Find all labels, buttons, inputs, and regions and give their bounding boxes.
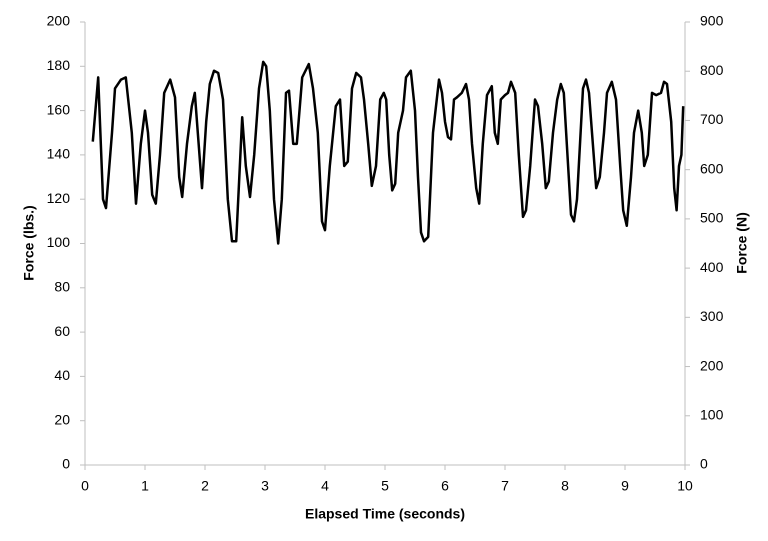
y2-tick-label: 700 <box>700 111 724 127</box>
y-tick-label: 160 <box>47 101 71 117</box>
y2-tick-label: 100 <box>700 406 724 422</box>
y2-tick-label: 900 <box>700 13 724 29</box>
x-tick-label: 3 <box>261 478 269 494</box>
y-tick-label: 100 <box>47 234 71 250</box>
y-tick-label: 200 <box>47 13 71 29</box>
force-line <box>91 60 685 245</box>
y2-axis-label: Force (N) <box>734 212 750 273</box>
y-tick-label: 60 <box>54 323 70 339</box>
y2-tick-label: 500 <box>700 210 724 226</box>
x-tick-label: 0 <box>81 478 89 494</box>
y2-tick-label: 300 <box>700 308 724 324</box>
x-tick-label: 8 <box>561 478 569 494</box>
y-tick-label: 0 <box>62 456 70 472</box>
y2-tick-label: 400 <box>700 259 724 275</box>
y-tick-label: 140 <box>47 146 71 162</box>
y2-tick-label: 800 <box>700 62 724 78</box>
x-tick-label: 2 <box>201 478 209 494</box>
x-tick-label: 5 <box>381 478 389 494</box>
x-tick-label: 1 <box>141 478 149 494</box>
y-tick-label: 40 <box>54 367 70 383</box>
y-tick-label: 20 <box>54 411 70 427</box>
y-tick-label: 120 <box>47 190 71 206</box>
x-tick-label: 10 <box>677 478 693 494</box>
x-tick-label: 9 <box>621 478 629 494</box>
x-tick-label: 4 <box>321 478 329 494</box>
x-tick-label: 6 <box>441 478 449 494</box>
x-tick-label: 7 <box>501 478 509 494</box>
y2-tick-label: 600 <box>700 160 724 176</box>
y2-tick-label: 200 <box>700 357 724 373</box>
y-tick-label: 80 <box>54 279 70 295</box>
y-axis-label: Force (lbs.) <box>21 205 37 280</box>
y-tick-label: 180 <box>47 57 71 73</box>
x-axis-label: Elapsed Time (seconds) <box>305 506 465 522</box>
y2-tick-label: 0 <box>700 456 708 472</box>
